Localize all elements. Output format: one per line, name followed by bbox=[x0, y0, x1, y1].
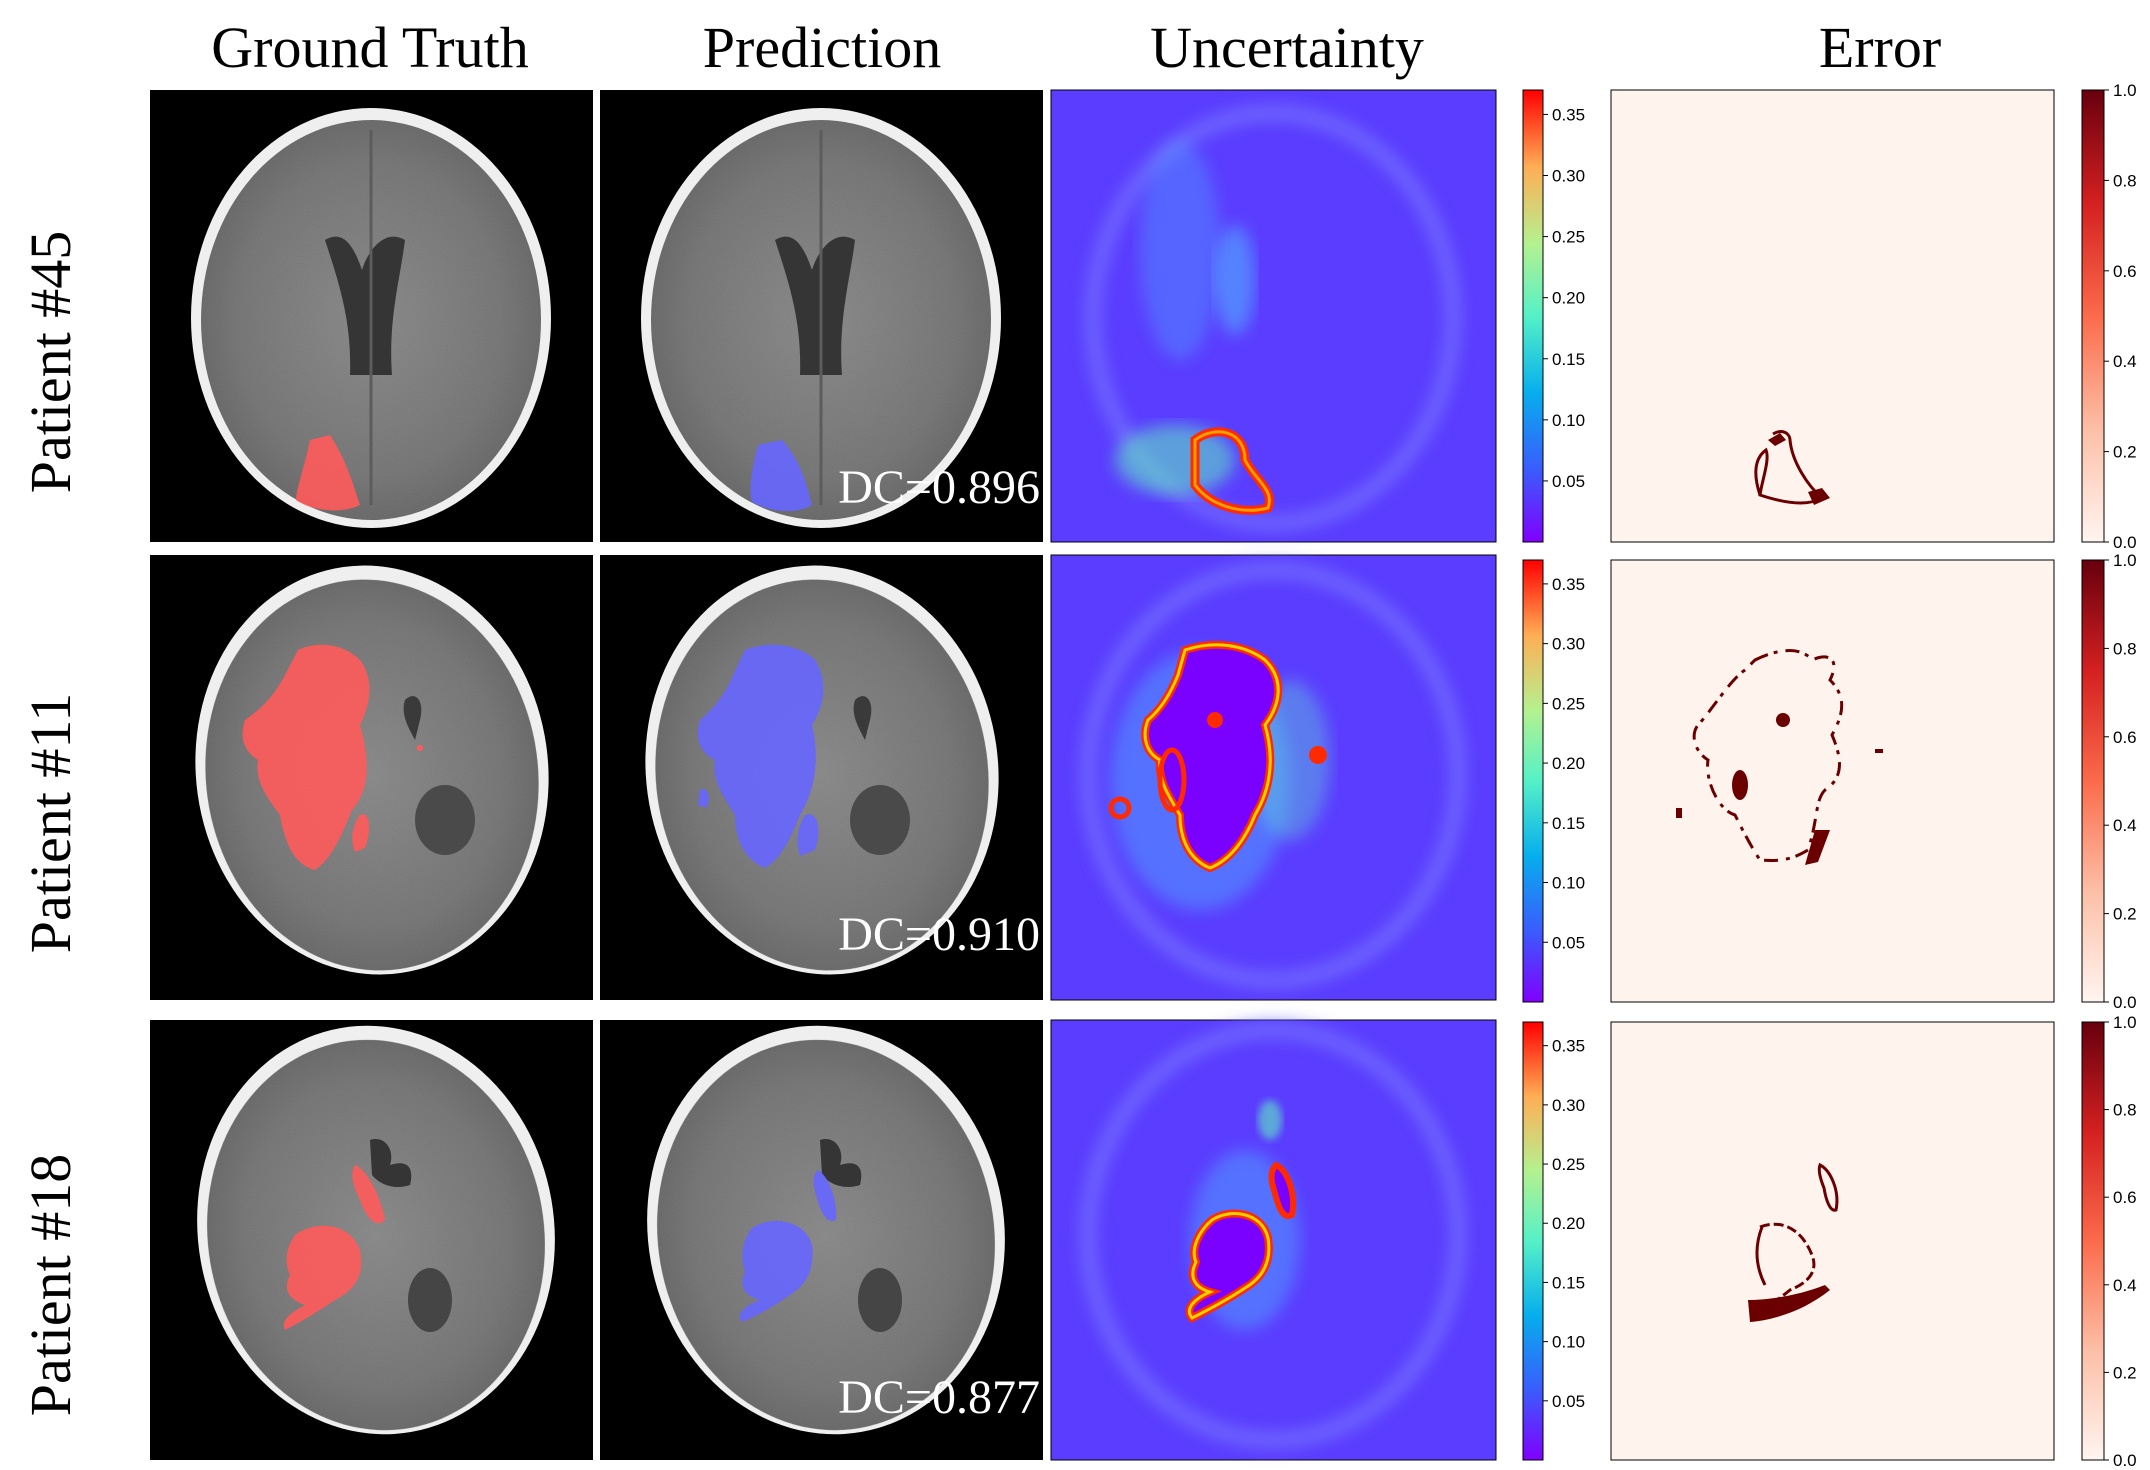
uncertainty-colorbar-tick-label-1-5: 0.30 bbox=[1552, 167, 1585, 186]
error-colorbar-tick-label-3-1: 0.2 bbox=[2113, 1363, 2137, 1382]
column-title-prediction: Prediction bbox=[703, 15, 941, 80]
ground-truth-lesion-overlay bbox=[283, 1225, 362, 1330]
ground-truth-panel-row-1 bbox=[150, 90, 593, 542]
error-colorbar-tick-label-2-3: 0.6 bbox=[2113, 728, 2137, 747]
uncertainty-colorbar-tick-label-2-1: 0.10 bbox=[1552, 874, 1585, 893]
dice-score-label-row-1: DC=0.896 bbox=[838, 461, 1040, 514]
dice-score-label-row-2: DC=0.910 bbox=[838, 908, 1040, 961]
error-colorbar-tick-label-1-0: 0.0 bbox=[2113, 533, 2137, 552]
uncertainty-colorbar-tick-label-3-1: 0.10 bbox=[1552, 1333, 1585, 1352]
column-title-error: Error bbox=[1819, 15, 1941, 80]
uncertainty-colorbar-row-3 bbox=[1522, 1021, 1544, 1461]
error-panel-row-2 bbox=[1610, 559, 2055, 1003]
prediction-panel-row-2: DC=0.910 bbox=[600, 555, 1043, 1000]
error-colorbar-row-3 bbox=[2081, 1021, 2105, 1461]
error-colorbar-tick-label-3-2: 0.4 bbox=[2113, 1276, 2137, 1295]
ground-truth-panel-row-3 bbox=[150, 1020, 593, 1460]
error-colorbar-tick-label-2-2: 0.4 bbox=[2113, 816, 2137, 835]
error-colorbar-tick-label-3-3: 0.6 bbox=[2113, 1188, 2137, 1207]
uncertainty-colorbar-row-2 bbox=[1522, 559, 1544, 1003]
prediction-lesion-overlay bbox=[813, 1170, 837, 1221]
column-title-uncertainty: Uncertainty bbox=[1150, 15, 1424, 80]
uncertainty-colorbar-tick-label-3-6: 0.35 bbox=[1552, 1037, 1585, 1056]
uncertainty-colorbar-tick-label-2-5: 0.30 bbox=[1552, 635, 1585, 654]
uncertainty-panel-row-3 bbox=[1050, 1019, 1497, 1461]
colorbar-ticks: 0.05 0.10 0.15 0.20 0.25 0.30 0.35 0.05 0.10 0.15… bbox=[1543, 81, 2137, 1470]
row-title-patient-18: Patient #18 bbox=[18, 1154, 83, 1417]
error-panel-row-3 bbox=[1610, 1021, 2055, 1461]
ground-truth-panel-row-2 bbox=[150, 555, 593, 1000]
row-title-patient-45: Patient #45 bbox=[18, 231, 83, 494]
error-panel-row-1 bbox=[1610, 89, 2055, 543]
uncertainty-panel-row-2 bbox=[1050, 554, 1497, 1001]
error-colorbar-row-2 bbox=[2081, 559, 2105, 1003]
uncertainty-colorbar-tick-label-2-2: 0.15 bbox=[1552, 814, 1585, 833]
prediction-lesion-overlay bbox=[750, 440, 812, 512]
error-colorbar-tick-label-2-1: 0.2 bbox=[2113, 905, 2137, 924]
uncertainty-colorbar-tick-label-1-3: 0.20 bbox=[1552, 289, 1585, 308]
uncertainty-colorbar-tick-label-1-2: 0.15 bbox=[1552, 350, 1585, 369]
uncertainty-colorbar-tick-label-3-5: 0.30 bbox=[1552, 1096, 1585, 1115]
error-colorbar-tick-label-1-3: 0.6 bbox=[2113, 262, 2137, 281]
prediction-lesion-overlay bbox=[739, 1221, 813, 1322]
uncertainty-colorbar-tick-label-1-4: 0.25 bbox=[1552, 228, 1585, 247]
uncertainty-colorbar-tick-label-2-3: 0.20 bbox=[1552, 754, 1585, 773]
error-colorbar-tick-label-1-5: 1.0 bbox=[2113, 81, 2137, 100]
error-colorbar-tick-label-1-4: 0.8 bbox=[2113, 171, 2137, 190]
error-colorbar-tick-label-1-2: 0.4 bbox=[2113, 352, 2137, 371]
ground-truth-lesion-overlay bbox=[352, 1165, 385, 1224]
uncertainty-colorbar-tick-label-2-4: 0.25 bbox=[1552, 694, 1585, 713]
uncertainty-colorbar-tick-label-3-0: 0.05 bbox=[1552, 1392, 1585, 1411]
error-colorbar-row-1 bbox=[2081, 89, 2105, 543]
uncertainty-colorbar-tick-label-2-6: 0.35 bbox=[1552, 575, 1585, 594]
error-colorbar-tick-label-2-0: 0.0 bbox=[2113, 993, 2137, 1012]
error-colorbar-tick-label-2-4: 0.8 bbox=[2113, 639, 2137, 658]
prediction-lesion-overlay bbox=[697, 644, 824, 868]
uncertainty-colorbar-tick-label-3-2: 0.15 bbox=[1552, 1273, 1585, 1292]
uncertainty-panel-row-1 bbox=[1050, 89, 1497, 543]
uncertainty-colorbar-tick-label-1-6: 0.35 bbox=[1552, 105, 1585, 124]
uncertainty-colorbar-tick-label-3-4: 0.25 bbox=[1552, 1155, 1585, 1174]
error-colorbar-tick-label-3-0: 0.0 bbox=[2113, 1451, 2137, 1470]
error-colorbar-tick-label-1-1: 0.2 bbox=[2113, 443, 2137, 462]
prediction-panel-row-1: DC=0.896 bbox=[600, 90, 1043, 542]
uncertainty-colorbar-tick-label-1-1: 0.10 bbox=[1552, 411, 1585, 430]
error-colorbar-tick-label-2-5: 1.0 bbox=[2113, 551, 2137, 570]
dice-score-label-row-3: DC=0.877 bbox=[838, 1371, 1040, 1424]
uncertainty-colorbar-tick-label-1-0: 0.05 bbox=[1552, 472, 1585, 491]
uncertainty-colorbar-tick-label-3-3: 0.20 bbox=[1552, 1214, 1585, 1233]
row-title-patient-11: Patient #11 bbox=[18, 693, 83, 953]
prediction-panel-row-3: DC=0.877 bbox=[600, 1020, 1043, 1460]
error-colorbar-tick-label-3-4: 0.8 bbox=[2113, 1101, 2137, 1120]
uncertainty-colorbar-row-1 bbox=[1522, 89, 1544, 543]
uncertainty-colorbar-tick-label-2-0: 0.05 bbox=[1552, 933, 1585, 952]
ground-truth-lesion-overlay bbox=[296, 435, 360, 511]
error-colorbar-tick-label-3-5: 1.0 bbox=[2113, 1013, 2137, 1032]
column-title-ground-truth: Ground Truth bbox=[211, 15, 528, 80]
ground-truth-lesion-overlay bbox=[242, 644, 370, 870]
